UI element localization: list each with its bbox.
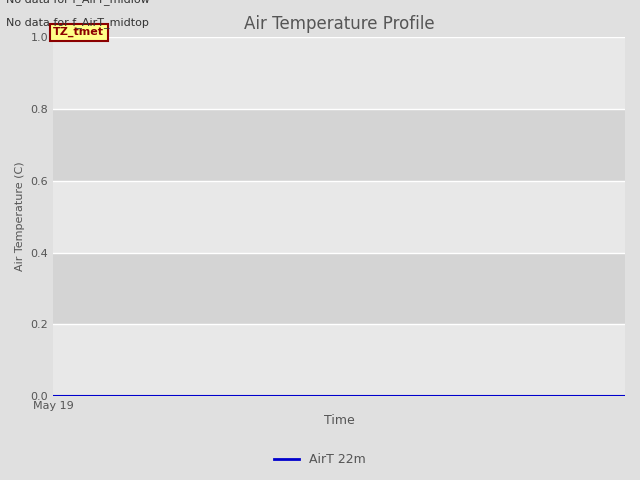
Bar: [53, 324, 625, 396]
Bar: [53, 109, 625, 181]
Bar: [53, 181, 625, 252]
Title: Air Temperature Profile: Air Temperature Profile: [244, 15, 435, 33]
Text: TZ_tmet: TZ_tmet: [53, 27, 104, 37]
Text: No data for f_AirT_midtop: No data for f_AirT_midtop: [6, 17, 149, 28]
X-axis label: Time: Time: [324, 414, 355, 427]
Bar: [53, 37, 625, 109]
Legend: AirT 22m: AirT 22m: [269, 448, 371, 471]
Bar: [53, 252, 625, 324]
Y-axis label: Air Temperature (C): Air Temperature (C): [15, 162, 25, 272]
Text: No data for f_AirT_midlow: No data for f_AirT_midlow: [6, 0, 150, 5]
